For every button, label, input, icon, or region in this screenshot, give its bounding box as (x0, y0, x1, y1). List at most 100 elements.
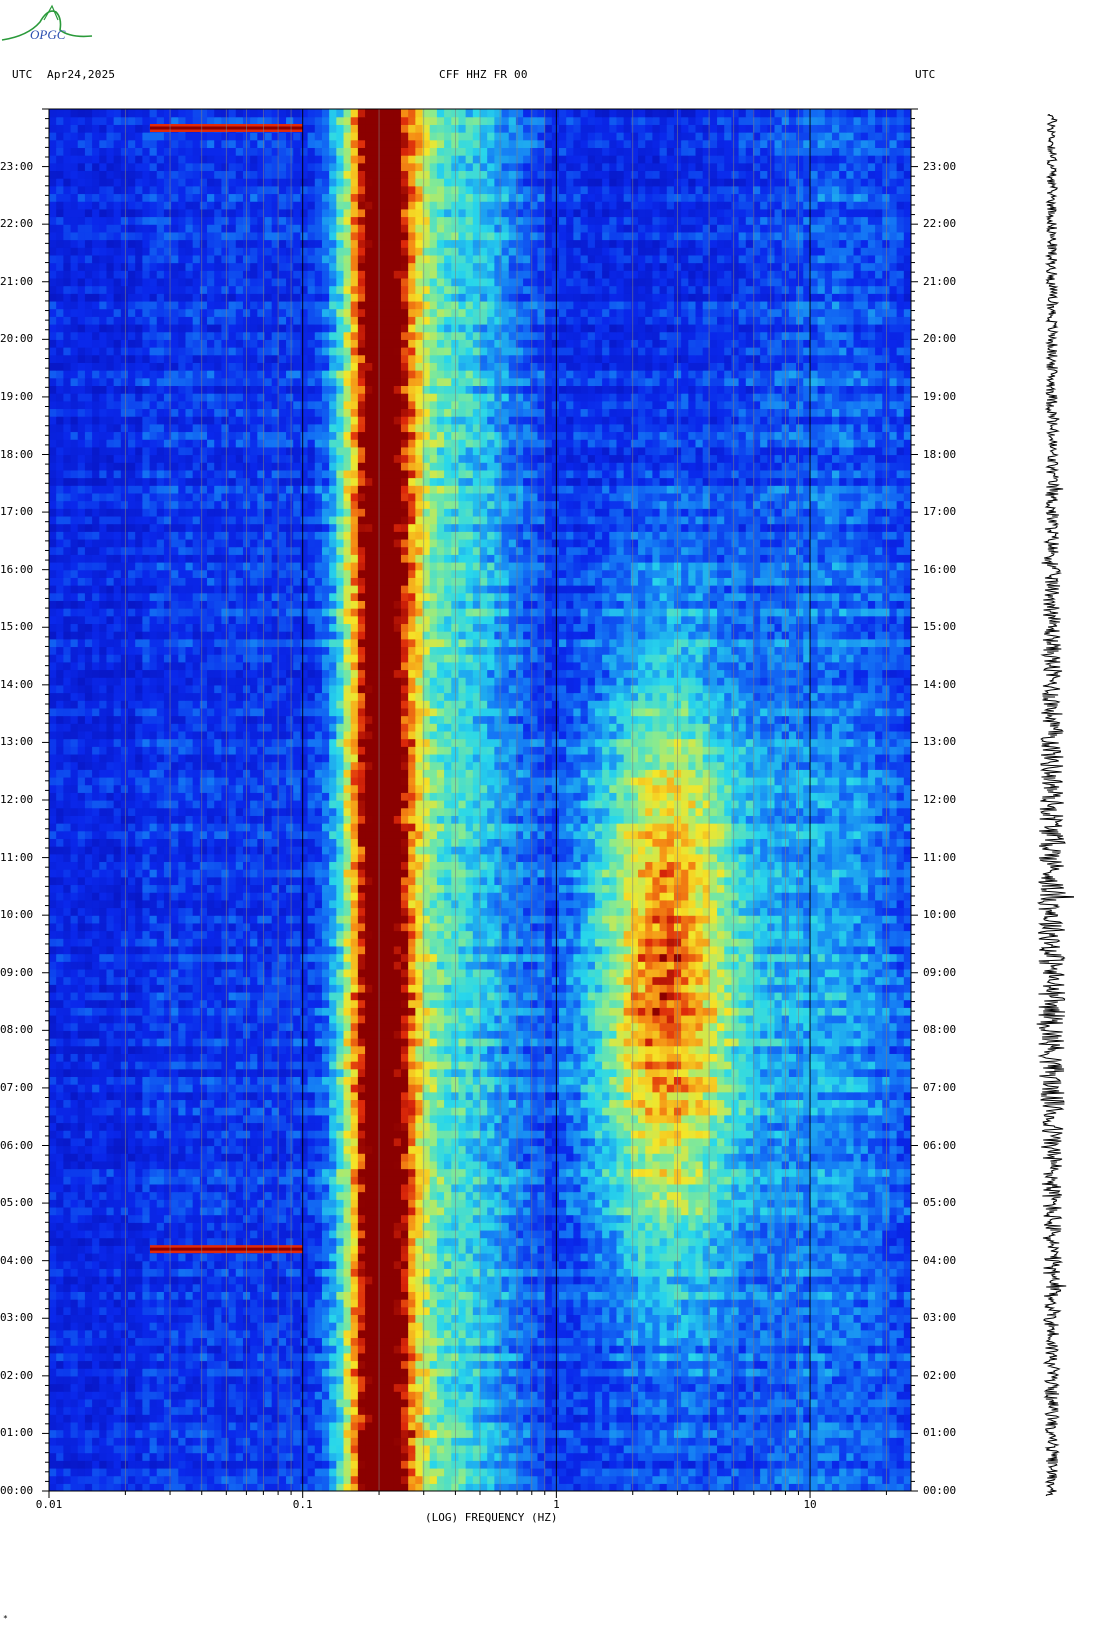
heatmap-cell (264, 1414, 273, 1423)
heatmap-cell (688, 1176, 697, 1185)
heatmap-cell (616, 1214, 625, 1223)
heatmap-cell (573, 1322, 582, 1331)
heatmap-cell (831, 1283, 840, 1292)
heatmap-cell (638, 1291, 646, 1300)
heatmap-cell (803, 1245, 812, 1254)
heatmap-cell (436, 1421, 445, 1431)
heatmap-cell (171, 1306, 179, 1316)
heatmap-cell (896, 1414, 905, 1423)
heatmap-cell (70, 1460, 79, 1469)
heatmap-cell (393, 1452, 402, 1461)
heatmap-cell (365, 1299, 373, 1308)
heatmap-cell (422, 1398, 431, 1408)
heatmap-cell (752, 1222, 761, 1231)
heatmap-cell (487, 1237, 495, 1246)
heatmap-cell (63, 1345, 72, 1354)
heatmap-cell (228, 1329, 237, 1339)
heatmap-cell (630, 1375, 639, 1385)
heatmap-cell (92, 1337, 100, 1346)
heatmap-cell (551, 1283, 560, 1292)
heatmap-cell (774, 1337, 783, 1346)
heatmap-cell (257, 1283, 266, 1292)
heatmap-cell (666, 1199, 675, 1208)
heatmap-cell (645, 1444, 653, 1454)
heatmap-cell (400, 1467, 409, 1477)
heatmap-cell (214, 1183, 222, 1193)
heatmap-cell (695, 1383, 704, 1392)
heatmap-cell (767, 1452, 776, 1461)
heatmap-cell (329, 1460, 337, 1469)
heatmap-cell (49, 1329, 57, 1339)
heatmap-cell (817, 1475, 826, 1484)
heatmap-cell (257, 1429, 266, 1438)
heatmap-cell (228, 1191, 237, 1200)
heatmap-cell (867, 1391, 876, 1400)
heatmap-cell (436, 1260, 445, 1269)
heatmap-cell (221, 1306, 230, 1316)
heatmap-cell (508, 1437, 517, 1446)
heatmap-cell (867, 1437, 876, 1446)
heatmap-cell (156, 1260, 165, 1269)
heatmap-cell (199, 1360, 208, 1369)
heatmap-cell (314, 1176, 323, 1185)
heatmap-cell (343, 1329, 352, 1339)
heatmap-cell (767, 1398, 776, 1408)
heatmap-cell (494, 1452, 503, 1461)
heatmap-cell (386, 1260, 395, 1269)
heatmap-cell (120, 1191, 129, 1200)
heatmap-cell (329, 1483, 337, 1491)
heatmap-cell (480, 1483, 488, 1491)
heatmap-cell (544, 1229, 553, 1239)
heatmap-cell (135, 1429, 143, 1438)
heatmap-cell (559, 1360, 567, 1369)
heatmap-cell (638, 1452, 646, 1461)
heatmap-cell (659, 1421, 668, 1431)
heatmap-cell (192, 1237, 201, 1246)
heatmap-cell (623, 1352, 632, 1362)
heatmap-cell (559, 1460, 567, 1469)
heatmap-cell (875, 1360, 883, 1369)
heatmap-cell (149, 1183, 158, 1193)
heatmap-cell (903, 1306, 911, 1316)
heatmap-cell (544, 1176, 553, 1185)
heatmap-cell (257, 1176, 266, 1185)
heatmap-cell (70, 1467, 79, 1477)
heatmap-cell (652, 1245, 661, 1254)
heatmap-cell (896, 1276, 905, 1285)
heatmap-cell (221, 1452, 230, 1461)
heatmap-cell (106, 1421, 115, 1431)
heatmap-cell (106, 1368, 115, 1377)
heatmap-cell (587, 1375, 596, 1385)
heatmap-cell (702, 1299, 711, 1308)
heatmap-cell (501, 1206, 510, 1216)
heatmap-cell (278, 1291, 287, 1300)
heatmap-cell (494, 1483, 503, 1491)
heatmap-cell (630, 1291, 639, 1300)
heatmap-cell (264, 1168, 273, 1177)
heatmap-cell (178, 1368, 187, 1377)
heatmap-cell (120, 1360, 129, 1369)
heatmap-cell (336, 1206, 345, 1216)
heatmap-cell (774, 1483, 783, 1491)
heatmap-cell (286, 1299, 294, 1308)
heatmap-cell (149, 1191, 158, 1200)
heatmap-cell (508, 1291, 517, 1300)
heatmap-cell (192, 1268, 201, 1277)
heatmap-cell (135, 1191, 143, 1200)
heatmap-cell (688, 1368, 697, 1377)
heatmap-cell (573, 1299, 582, 1308)
heatmap-cell (84, 1214, 93, 1223)
opgc-logo: OPGC (1, 4, 93, 42)
heatmap-cell (63, 1176, 72, 1185)
heatmap-cell (156, 1306, 165, 1316)
heatmap-cell (594, 1429, 603, 1438)
heatmap-cell (171, 1299, 179, 1308)
heatmap-cell (415, 1299, 424, 1308)
heatmap-cell (896, 1206, 905, 1216)
heatmap-cell (286, 1398, 294, 1408)
heatmap-cell (415, 1437, 424, 1446)
heatmap-cell (681, 1406, 689, 1415)
heatmap-cell (336, 1383, 345, 1392)
heatmap-cell (817, 1299, 826, 1308)
heatmap-cell (530, 1437, 539, 1446)
